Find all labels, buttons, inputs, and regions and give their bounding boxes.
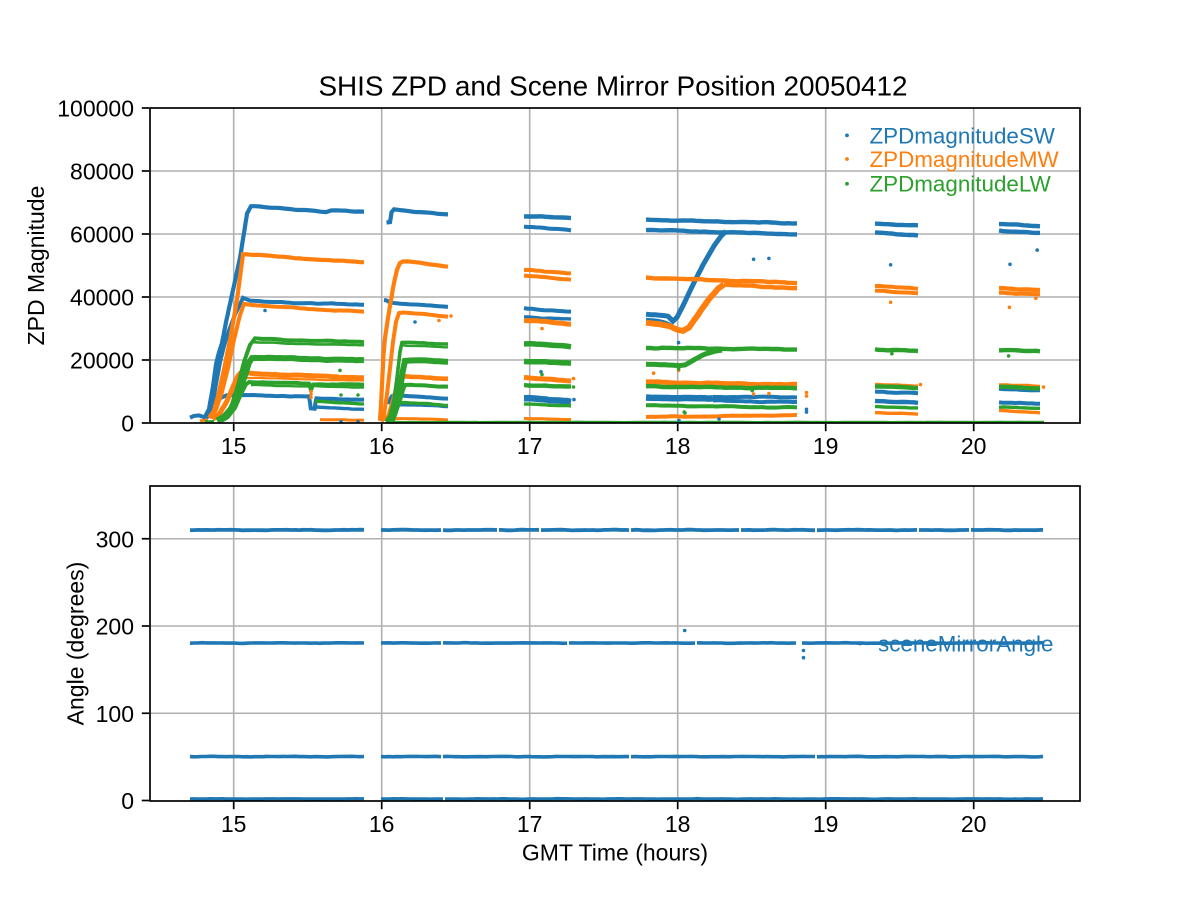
svg-text:18: 18	[665, 811, 691, 837]
svg-text:0: 0	[121, 411, 134, 437]
svg-text:19: 19	[813, 811, 839, 837]
svg-text:300: 300	[96, 526, 134, 552]
svg-text:20000: 20000	[70, 348, 134, 374]
svg-text:17: 17	[517, 433, 543, 459]
svg-text:200: 200	[96, 614, 134, 640]
svg-text:GMT Time (hours): GMT Time (hours)	[522, 840, 708, 866]
svg-text:100: 100	[96, 701, 134, 727]
svg-text:ZPDmagnitudeMW: ZPDmagnitudeMW	[870, 147, 1060, 172]
svg-text:sceneMirrorAngle: sceneMirrorAngle	[878, 631, 1053, 656]
svg-text:15: 15	[221, 433, 247, 459]
svg-text:19: 19	[813, 433, 839, 459]
svg-text:60000: 60000	[70, 222, 134, 248]
svg-text:80000: 80000	[70, 159, 134, 185]
svg-text:16: 16	[369, 811, 395, 837]
svg-text:ZPD Magnitude: ZPD Magnitude	[23, 186, 49, 346]
svg-text:0: 0	[121, 788, 134, 814]
svg-text:18: 18	[665, 433, 691, 459]
svg-text:17: 17	[517, 811, 543, 837]
svg-text:15: 15	[221, 811, 247, 837]
svg-text:ZPDmagnitudeLW: ZPDmagnitudeLW	[870, 172, 1052, 197]
svg-text:20: 20	[961, 811, 987, 837]
svg-text:SHIS ZPD and Scene Mirror Posi: SHIS ZPD and Scene Mirror Position 20050…	[318, 71, 907, 102]
svg-text:Angle (degrees): Angle (degrees)	[63, 562, 89, 726]
svg-text:20: 20	[961, 433, 987, 459]
svg-text:16: 16	[369, 433, 395, 459]
svg-text:40000: 40000	[70, 285, 134, 311]
svg-text:ZPDmagnitudeSW: ZPDmagnitudeSW	[870, 123, 1056, 148]
svg-text:100000: 100000	[57, 96, 134, 122]
